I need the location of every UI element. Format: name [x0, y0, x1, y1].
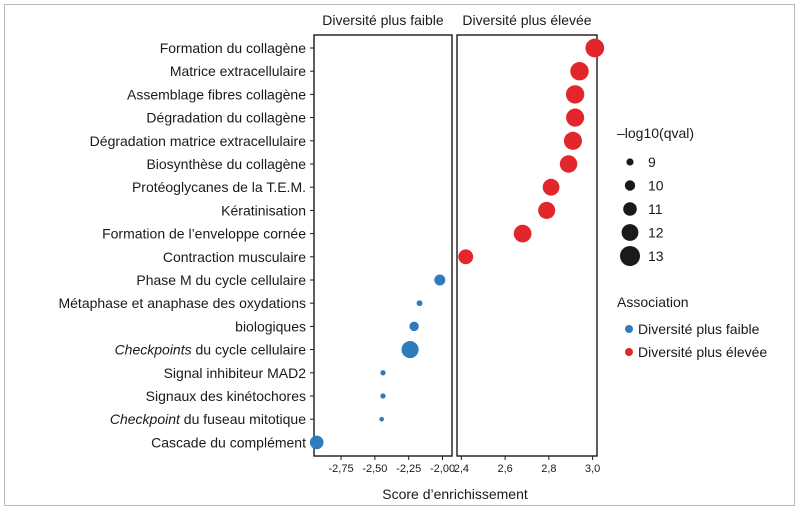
category-label: Assemblage fibres collagène [127, 86, 306, 102]
category-label: Cascade du complément [151, 434, 306, 450]
size-legend-title: –log10(qval) [617, 125, 694, 141]
data-point-low [380, 370, 386, 376]
x-tick-label: -2,00 [430, 463, 455, 475]
category-label: Kératinisation [221, 202, 306, 218]
panel-title-2: Diversité plus élevée [462, 12, 591, 28]
category-label: Dégradation du collagène [146, 110, 306, 126]
data-point-low [380, 393, 386, 399]
category-label: Contraction musculaire [163, 249, 306, 265]
category-label: biologiques [235, 318, 306, 334]
color-legend-dot-high [625, 348, 633, 356]
data-point-low [409, 321, 419, 332]
size-legend-dot [620, 246, 640, 266]
category-label: Formation de l’enveloppe cornée [102, 226, 306, 242]
data-point-high [563, 131, 582, 150]
data-point-high [513, 224, 532, 243]
panel-frame-2 [456, 34, 598, 457]
category-label: Checkpoint du fuseau mitotique [110, 411, 306, 427]
data-point-low [416, 300, 423, 307]
color-legend-label-low: Diversité plus faible [638, 321, 760, 337]
data-point-high [542, 178, 560, 196]
x-tick-label: 2,4 [454, 463, 469, 475]
category-label: Protéoglycanes de la T.E.M. [132, 179, 306, 195]
x-tick-label: 3,0 [585, 463, 600, 475]
category-label: Biosynthèse du collagène [146, 156, 306, 172]
data-point-high [570, 61, 589, 81]
color-legend-label-high: Diversité plus élevée [638, 344, 767, 360]
size-legend-label: 13 [648, 248, 664, 264]
x-tick-label: -2,75 [329, 463, 354, 475]
x-axis-label: Score d’enrichissement [382, 486, 528, 502]
data-point-high [458, 249, 474, 265]
x-tick-label: -2,50 [362, 463, 387, 475]
category-label: Signal inhibiteur MAD2 [164, 365, 307, 381]
size-legend-dot [624, 180, 636, 191]
size-legend-dot [623, 202, 637, 216]
data-point-high [585, 38, 605, 58]
data-point-high [538, 201, 556, 219]
panel-title-1: Diversité plus faible [322, 12, 444, 28]
data-point-low [434, 274, 446, 286]
category-label: Métaphase et anaphase des oxydations [58, 295, 306, 311]
size-legend-dot [621, 224, 639, 241]
size-legend-dot [626, 158, 634, 166]
category-label: Checkpoints du cycle cellulaire [115, 342, 307, 358]
color-legend-dot-low [625, 325, 633, 333]
x-tick-label: 2,8 [541, 463, 556, 475]
data-point-high [559, 155, 578, 173]
x-tick-label: 2,6 [497, 463, 512, 475]
figure-frame [4, 4, 795, 506]
size-legend-label: 11 [648, 201, 663, 217]
x-tick-label: -2,25 [396, 463, 421, 475]
data-point-high [565, 85, 585, 104]
data-point-low [401, 341, 419, 359]
color-legend-title: Association [617, 294, 689, 310]
data-point-low [309, 435, 324, 450]
category-label: Phase M du cycle cellulaire [136, 272, 306, 288]
size-legend-label: 10 [648, 178, 664, 194]
data-point-low [379, 416, 384, 422]
category-label: Dégradation matrice extracellulaire [90, 133, 307, 149]
category-label: Matrice extracellulaire [170, 63, 306, 79]
panel-frame-1 [313, 34, 453, 457]
category-label: Formation du collagène [160, 40, 307, 56]
size-legend-label: 12 [648, 225, 664, 241]
data-point-high [566, 108, 585, 127]
category-label: Signaux des kinétochores [146, 388, 306, 404]
size-legend-label: 9 [648, 154, 656, 170]
